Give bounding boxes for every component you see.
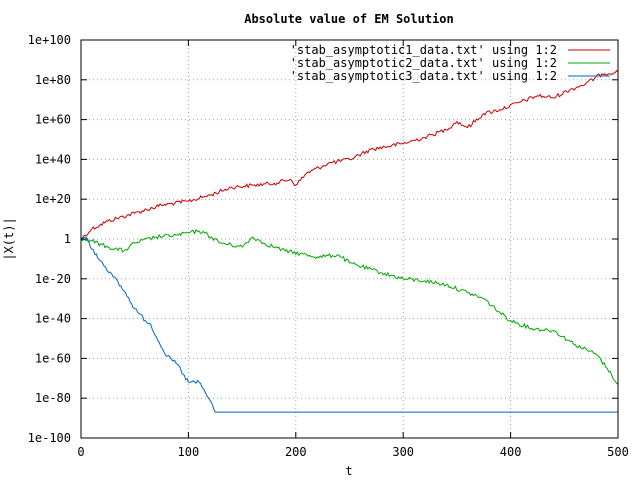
x-tick-label: 100 — [178, 445, 200, 459]
x-axis-label: t — [345, 464, 352, 478]
x-tick-label: 300 — [392, 445, 414, 459]
y-tick-label: 1e+40 — [35, 152, 71, 166]
series-line-2 — [80, 229, 619, 385]
legend-label-3: 'stab_asymptotic3_data.txt' using 1:2 — [290, 69, 557, 83]
y-tick-label: 1e-20 — [35, 272, 71, 286]
y-tick-label: 1e+100 — [28, 33, 71, 47]
data-series — [80, 69, 619, 413]
y-axis-label: |X(t)| — [2, 217, 16, 260]
series-line-1 — [80, 69, 619, 240]
legend-label-2: 'stab_asymptotic2_data.txt' using 1:2 — [290, 56, 557, 70]
y-tick-labels: 1e-100 1e-80 1e-60 1e-40 1e-20 1 1e+20 1e+40 1e+… — [28, 33, 71, 445]
y-tick-label: 1e-80 — [35, 391, 71, 405]
y-tick-label: 1 — [64, 232, 71, 246]
y-tick-label: 1e+60 — [35, 113, 71, 127]
x-tick-label: 500 — [607, 445, 629, 459]
legend-label-1: 'stab_asymptotic1_data.txt' using 1:2 — [290, 43, 557, 57]
y-tick-label: 1e+20 — [35, 192, 71, 206]
series-line-3 — [80, 236, 618, 413]
axis-ticks — [80, 39, 619, 439]
y-tick-label: 1e-100 — [28, 431, 71, 445]
x-tick-label: 400 — [500, 445, 522, 459]
x-tick-labels: 0 100 200 300 400 500 — [77, 445, 628, 459]
y-tick-label: 1e+80 — [35, 73, 71, 87]
x-tick-label: 200 — [285, 445, 307, 459]
x-tick-label: 0 — [77, 445, 84, 459]
legend: 'stab_asymptotic1_data.txt' using 1:2'st… — [290, 43, 610, 83]
grid-lines — [81, 40, 618, 438]
y-tick-label: 1e-40 — [35, 312, 71, 326]
chart-title: Absolute value of EM Solution — [244, 12, 454, 26]
y-tick-label: 1e-60 — [35, 351, 71, 365]
